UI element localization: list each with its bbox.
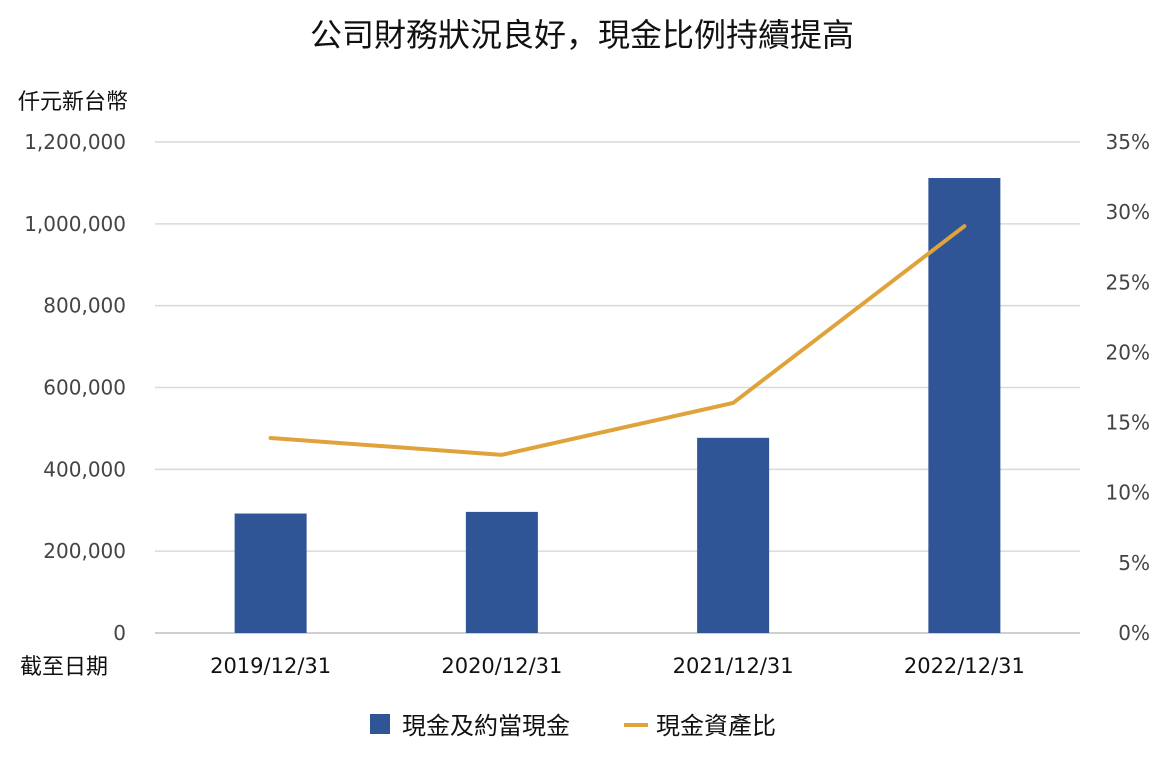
y2-axis-tick-label: 5% — [1118, 551, 1150, 575]
y2-axis-tick-label: 30% — [1106, 200, 1150, 224]
line-series — [268, 224, 967, 457]
y2-axis-tick-label: 15% — [1106, 411, 1150, 435]
bar — [697, 437, 770, 633]
legend-label: 現金資產比 — [656, 712, 776, 740]
x-axis-tick-label: 2020/12/31 — [441, 654, 562, 678]
y-axis-tick-label: 400,000 — [43, 457, 126, 481]
y-axis-tick-label: 0 — [113, 621, 126, 645]
x-axis-tick-label: 2022/12/31 — [904, 654, 1025, 678]
bar — [928, 178, 1001, 634]
y-axis-unit-label: 仟元新台幣 — [18, 90, 129, 115]
legend-label: 現金及約當現金 — [402, 712, 570, 740]
bar — [465, 511, 538, 633]
y-axis-tick-label: 600,000 — [43, 376, 126, 400]
y2-axis-tick-label: 10% — [1106, 481, 1150, 505]
y-axis-tick-label: 1,200,000 — [24, 130, 126, 154]
legend-swatch-bar — [370, 714, 390, 734]
x-axis-label: 截至日期 — [20, 655, 108, 680]
chart-title: 公司財務狀況良好，現金比例持續提高 — [309, 16, 854, 54]
y2-axis-tick-label: 20% — [1106, 340, 1150, 364]
y-axis-tick-label: 800,000 — [43, 294, 126, 318]
y2-axis-tick-label: 25% — [1106, 270, 1150, 294]
x-axis-tick-label: 2021/12/31 — [673, 654, 794, 678]
x-axis-tick-label: 2019/12/31 — [210, 654, 331, 678]
y2-axis-tick-label: 0% — [1118, 621, 1150, 645]
y2-axis-tick-label: 35% — [1106, 130, 1150, 154]
bar — [234, 513, 307, 633]
y-axis-tick-label: 1,000,000 — [24, 212, 126, 236]
y-axis-tick-label: 200,000 — [43, 539, 126, 563]
